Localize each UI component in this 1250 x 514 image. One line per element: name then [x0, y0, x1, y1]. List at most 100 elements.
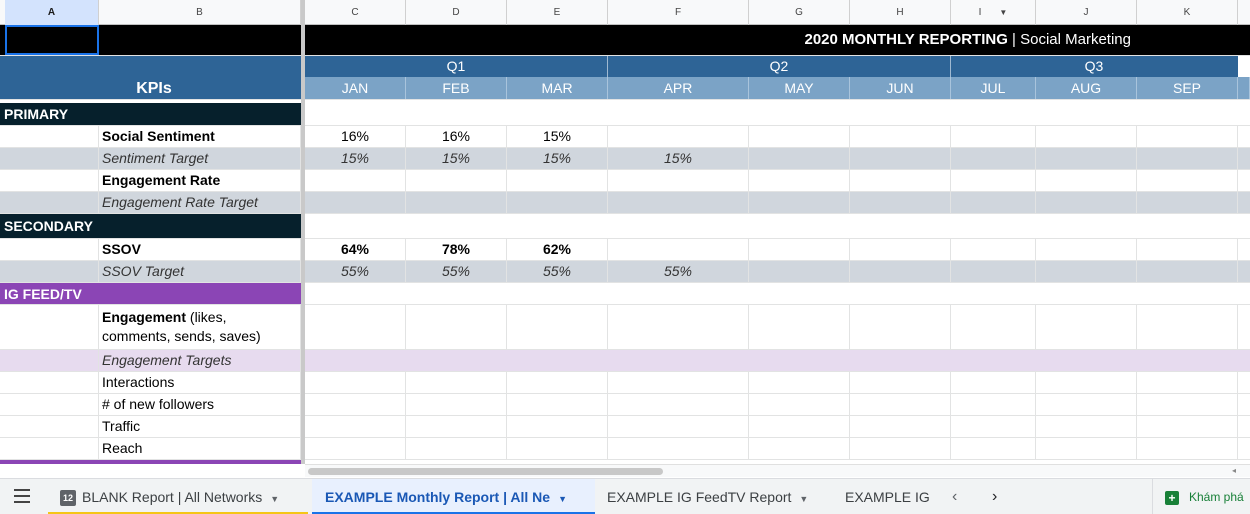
value-apr[interactable] [608, 394, 749, 415]
value-jun[interactable] [850, 305, 951, 349]
cell-a[interactable] [0, 126, 99, 147]
value-feb[interactable]: 78% [406, 239, 507, 260]
value-jun[interactable] [850, 261, 951, 282]
month-jul[interactable]: JUL [951, 77, 1036, 99]
frozen-column-divider[interactable] [301, 0, 305, 464]
value-sep[interactable] [1137, 148, 1238, 169]
cell-a[interactable] [0, 416, 99, 437]
value-may[interactable] [749, 126, 850, 147]
value-may[interactable] [749, 239, 850, 260]
cell-a[interactable] [0, 148, 99, 169]
value-jun[interactable] [850, 394, 951, 415]
engagement-targets-values[interactable] [305, 350, 1250, 371]
value-jun[interactable] [850, 126, 951, 147]
value-jan[interactable] [305, 170, 406, 191]
value-feb[interactable] [406, 438, 507, 459]
value-jul[interactable] [951, 394, 1036, 415]
value-aug[interactable] [1036, 192, 1137, 213]
month-mar[interactable]: MAR [507, 77, 608, 99]
value-may[interactable] [749, 305, 850, 349]
value-jul[interactable] [951, 372, 1036, 393]
column-header-f[interactable]: F [608, 0, 749, 25]
value-jun[interactable] [850, 148, 951, 169]
column-filter-dropdown-icon[interactable]: ▼ [999, 8, 1008, 17]
value-apr[interactable]: 15% [608, 148, 749, 169]
month-aug[interactable]: AUG [1036, 77, 1137, 99]
tab-dropdown-icon[interactable]: ▼ [558, 494, 567, 504]
horizontal-scrollbar[interactable]: ◂ [305, 464, 1250, 477]
tab-dropdown-icon[interactable]: ▼ [270, 494, 280, 504]
value-jun[interactable] [850, 192, 951, 213]
cell-a2[interactable] [0, 25, 99, 55]
value-aug[interactable] [1036, 126, 1137, 147]
value-jul[interactable] [951, 261, 1036, 282]
value-jul[interactable] [951, 170, 1036, 191]
value-sep[interactable] [1137, 126, 1238, 147]
column-header-k[interactable]: K [1137, 0, 1238, 25]
month-oct-partial[interactable] [1238, 77, 1250, 99]
cell-a[interactable] [0, 261, 99, 282]
value-jan[interactable]: 16% [305, 126, 406, 147]
month-jan[interactable]: JAN [305, 77, 406, 99]
label-sentiment-target[interactable]: Sentiment Target [99, 148, 301, 169]
label-engagement-rate[interactable]: Engagement Rate [99, 170, 301, 191]
value-feb[interactable] [406, 170, 507, 191]
all-sheets-menu-icon[interactable] [14, 489, 30, 503]
value-mar[interactable] [507, 438, 608, 459]
label-new-followers[interactable]: # of new followers [99, 394, 301, 415]
column-header-b[interactable]: B [99, 0, 301, 25]
value-sep[interactable] [1137, 438, 1238, 459]
cell-a[interactable] [0, 372, 99, 393]
value-jul[interactable] [951, 192, 1036, 213]
label-ssov-target[interactable]: SSOV Target [99, 261, 301, 282]
value-sep[interactable] [1137, 372, 1238, 393]
scroll-tabs-left-icon[interactable]: ‹ [952, 488, 958, 505]
value-sep[interactable] [1137, 305, 1238, 349]
value-mar[interactable]: 62% [507, 239, 608, 260]
value-mar[interactable] [507, 305, 608, 349]
value-may[interactable] [749, 372, 850, 393]
quarter-q1[interactable]: Q1 [305, 56, 608, 77]
column-header-i[interactable]: I ▼ [951, 0, 1036, 25]
value-apr[interactable] [608, 170, 749, 191]
sheet-tab-example-ig[interactable]: EXAMPLE IG [845, 479, 933, 514]
label-engagement-targets[interactable]: Engagement Targets [99, 350, 301, 371]
value-feb[interactable] [406, 305, 507, 349]
value-aug[interactable] [1036, 305, 1137, 349]
value-feb[interactable]: 16% [406, 126, 507, 147]
value-jul[interactable] [951, 305, 1036, 349]
value-sep[interactable] [1137, 192, 1238, 213]
value-jul[interactable] [951, 438, 1036, 459]
month-jun[interactable]: JUN [850, 77, 951, 99]
value-sep[interactable] [1137, 170, 1238, 191]
value-apr[interactable] [608, 372, 749, 393]
value-mar[interactable] [507, 394, 608, 415]
value-aug[interactable] [1036, 372, 1137, 393]
label-reach[interactable]: Reach [99, 438, 301, 459]
scroll-left-arrow-icon[interactable]: ◂ [1231, 466, 1236, 475]
value-mar[interactable]: 55% [507, 261, 608, 282]
quarter-q3[interactable]: Q3 [951, 56, 1238, 77]
sheet-tab-blank-report[interactable]: 12 BLANK Report | All Networks ▼ [60, 479, 310, 514]
sheet-tab-example-ig-feedtv[interactable]: EXAMPLE IG FeedTV Report ▼ [607, 479, 833, 514]
section-primary[interactable]: PRIMARY [0, 103, 301, 125]
value-jan[interactable] [305, 372, 406, 393]
value-jan[interactable] [305, 438, 406, 459]
value-jul[interactable] [951, 416, 1036, 437]
cell-a3[interactable] [0, 56, 99, 77]
value-mar[interactable] [507, 416, 608, 437]
month-apr[interactable]: APR [608, 77, 749, 99]
cell-a[interactable] [0, 239, 99, 260]
value-feb[interactable] [406, 372, 507, 393]
cell-a[interactable] [0, 394, 99, 415]
value-aug[interactable] [1036, 261, 1137, 282]
value-apr[interactable] [608, 305, 749, 349]
value-aug[interactable] [1036, 148, 1137, 169]
value-mar[interactable] [507, 170, 608, 191]
cell-a[interactable] [0, 192, 99, 213]
sheet-tab-example-monthly[interactable]: EXAMPLE Monthly Report | All Ne ▼ [312, 479, 595, 514]
cell-a[interactable] [0, 305, 99, 349]
value-jun[interactable] [850, 239, 951, 260]
label-engagement[interactable]: Engagement (likes, comments, sends, saves… [99, 305, 301, 349]
value-jul[interactable] [951, 239, 1036, 260]
